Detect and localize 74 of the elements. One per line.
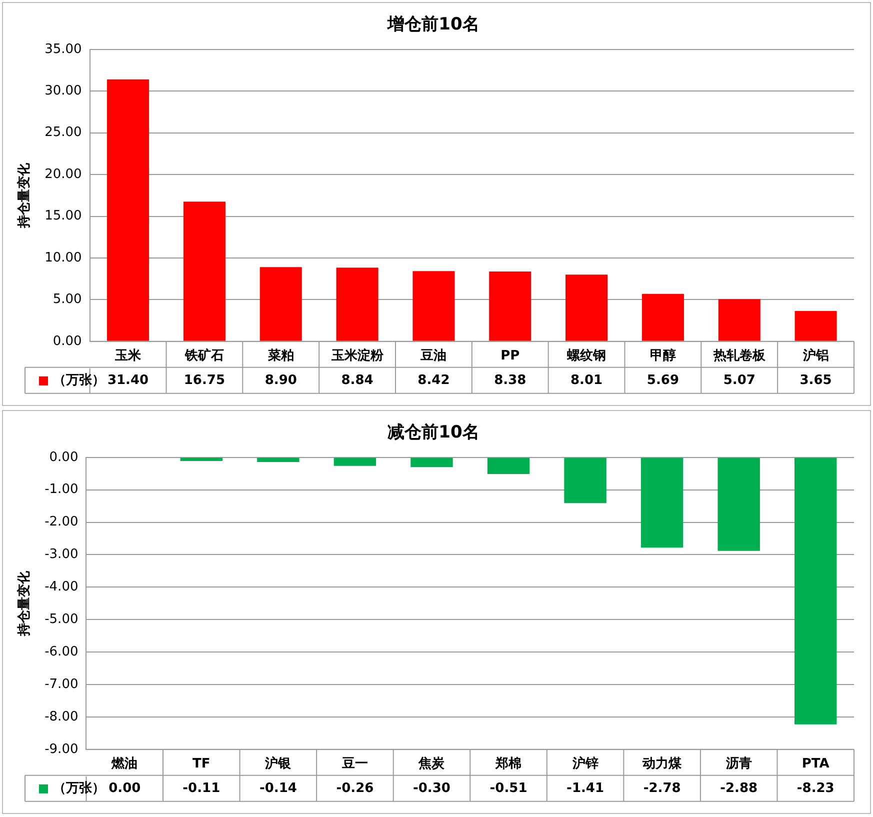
y-tick-label: 35.00 (44, 42, 82, 57)
x-tick-label: TF (192, 756, 210, 772)
data-label: 3.65 (800, 372, 832, 388)
data-label: 0.00 (108, 780, 141, 796)
x-tick-label: 沪铝 (802, 348, 829, 364)
legend-label: （万张） (53, 780, 105, 796)
y-tick-label: 15.00 (44, 208, 82, 224)
bar (718, 299, 760, 341)
data-label: 5.69 (646, 372, 679, 388)
bar (260, 267, 302, 341)
y-tick-label: -7.00 (44, 676, 78, 692)
y-tick-label: -5.00 (44, 612, 78, 627)
x-tick-label: PTA (802, 756, 830, 772)
data-label: 5.07 (723, 372, 756, 388)
x-tick-label: 豆油 (420, 348, 447, 364)
data-label: -0.51 (490, 780, 528, 796)
bar (566, 274, 608, 341)
y-tick-label: -3.00 (44, 547, 78, 562)
y-tick-label: 30.00 (44, 83, 82, 98)
x-tick-label: 沥青 (724, 756, 752, 772)
bar (794, 310, 837, 341)
bar (183, 202, 226, 341)
x-tick-label: 玉米 (114, 348, 142, 364)
x-tick-label: 焦炭 (418, 756, 446, 772)
x-tick-label: PP (500, 348, 520, 364)
x-tick-label: 铁矿石 (184, 348, 224, 364)
data-label: 16.75 (184, 372, 226, 388)
bar (642, 294, 684, 341)
x-tick-label: 菜粕 (266, 348, 294, 364)
y-tick-label: 10.00 (44, 250, 82, 266)
bar (489, 271, 532, 341)
data-label: 8.01 (570, 372, 603, 388)
y-tick-label: 20.00 (44, 166, 82, 182)
x-tick-label: 沪锌 (571, 756, 598, 772)
y-tick-label: 5.00 (52, 292, 82, 308)
x-tick-label: 燃油 (110, 756, 138, 772)
bar (412, 271, 455, 341)
y-tick-label: -9.00 (44, 742, 78, 757)
chart-title: 增仓前10名 (386, 14, 480, 35)
y-tick-label: 25.00 (44, 125, 82, 140)
data-label: 8.38 (494, 372, 526, 388)
data-label: -0.14 (259, 780, 297, 796)
y-tick-label: -6.00 (44, 644, 78, 660)
data-label: -0.30 (412, 780, 450, 796)
x-tick-label: 玉米淀粉 (330, 348, 384, 364)
data-label: 8.84 (341, 372, 374, 388)
data-label: 8.42 (418, 372, 450, 388)
y-tick-label: -4.00 (44, 580, 78, 595)
data-label: -2.78 (643, 780, 681, 796)
x-tick-label: 动力煤 (642, 756, 683, 772)
x-tick-label: 热轧卷板 (712, 348, 766, 364)
y-tick-label: -8.00 (44, 709, 78, 724)
y-tick-label: 0.00 (52, 334, 82, 349)
bar (107, 79, 150, 341)
x-tick-label: 郑棉 (494, 756, 522, 772)
y-axis-title: 持仓量变化 (16, 570, 32, 637)
data-label: -0.11 (182, 780, 220, 796)
bar (336, 268, 378, 341)
x-tick-label: 豆一 (340, 756, 368, 772)
legend-label: （万张） (53, 372, 105, 388)
data-label: 31.40 (107, 372, 149, 388)
data-label: -1.41 (566, 780, 604, 796)
data-label: -2.88 (720, 780, 758, 796)
y-tick-label: 0.00 (49, 450, 78, 465)
y-tick-label: -2.00 (44, 514, 78, 530)
y-axis-title: 持仓量变化 (16, 162, 32, 229)
chart-title: 减仓前10名 (388, 422, 480, 443)
y-tick-label: -1.00 (44, 482, 78, 498)
data-label: -8.23 (796, 780, 834, 796)
x-tick-label: 螺纹钢 (566, 348, 606, 364)
data-label: 8.90 (264, 372, 297, 388)
x-tick-label: 沪银 (264, 756, 292, 772)
x-tick-label: 甲醇 (650, 348, 676, 364)
data-label: -0.26 (336, 780, 374, 796)
